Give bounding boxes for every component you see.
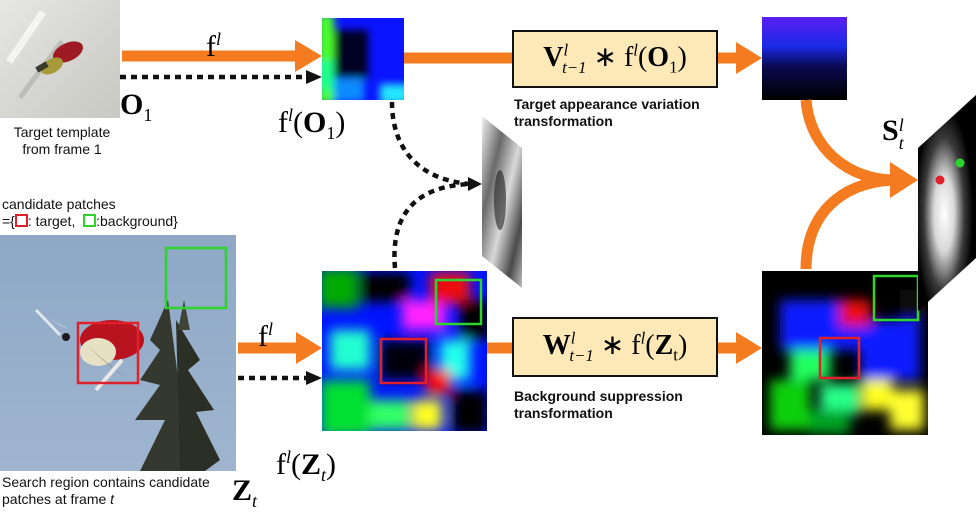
response-background-dot xyxy=(955,158,965,168)
template-symbol: O1 xyxy=(120,88,153,126)
orange-arrows xyxy=(122,40,918,364)
search-feature-label: fl(Zt) xyxy=(276,447,337,485)
suppression-transform-expression: Wlt−1 ∗ fl(Zt) xyxy=(542,328,688,365)
template-feature-label: fl(O1) xyxy=(278,105,346,143)
feature-target-box xyxy=(379,337,428,385)
search-feature-map xyxy=(322,271,487,431)
candidate-title: candidate patches xyxy=(2,196,116,212)
target-legend-swatch xyxy=(14,214,28,227)
suppression-output-map xyxy=(762,271,928,435)
target-template-image xyxy=(0,0,120,118)
search-region-image xyxy=(0,235,236,471)
appearance-transform-box: Vlt−1 ∗ fl(O1) xyxy=(512,30,718,88)
appearance-output-map xyxy=(762,17,847,100)
suppression-caption: Background suppression transformation xyxy=(514,388,683,421)
background-legend-swatch xyxy=(83,214,97,227)
search-region-caption: Search region contains candidate patches… xyxy=(2,474,210,507)
output-target-box xyxy=(818,336,861,380)
template-feature-map xyxy=(322,18,404,100)
template-caption: Target template from frame 1 xyxy=(13,124,111,157)
correlation-filter-image xyxy=(482,116,522,288)
response-map-image xyxy=(918,95,976,311)
feature-extractor-label-top: fl xyxy=(206,29,222,63)
dotted-arrowheads xyxy=(306,70,482,385)
target-candidate-box xyxy=(76,321,140,385)
dotted-arrows xyxy=(120,74,471,381)
background-candidate-box xyxy=(164,246,228,310)
appearance-transform-expression: Vlt−1 ∗ fl(O1) xyxy=(543,40,687,77)
candidate-legend: candidate patches ={: target, :backgroun… xyxy=(2,196,242,230)
response-target-dot xyxy=(935,175,945,185)
search-region-symbol: Zt xyxy=(232,474,258,512)
feature-background-box xyxy=(434,278,483,326)
suppression-transform-box: Wlt−1 ∗ fl(Zt) xyxy=(512,317,718,377)
feature-extractor-label-bottom: fl xyxy=(258,319,274,353)
appearance-caption: Target appearance variation transformati… xyxy=(514,96,700,129)
